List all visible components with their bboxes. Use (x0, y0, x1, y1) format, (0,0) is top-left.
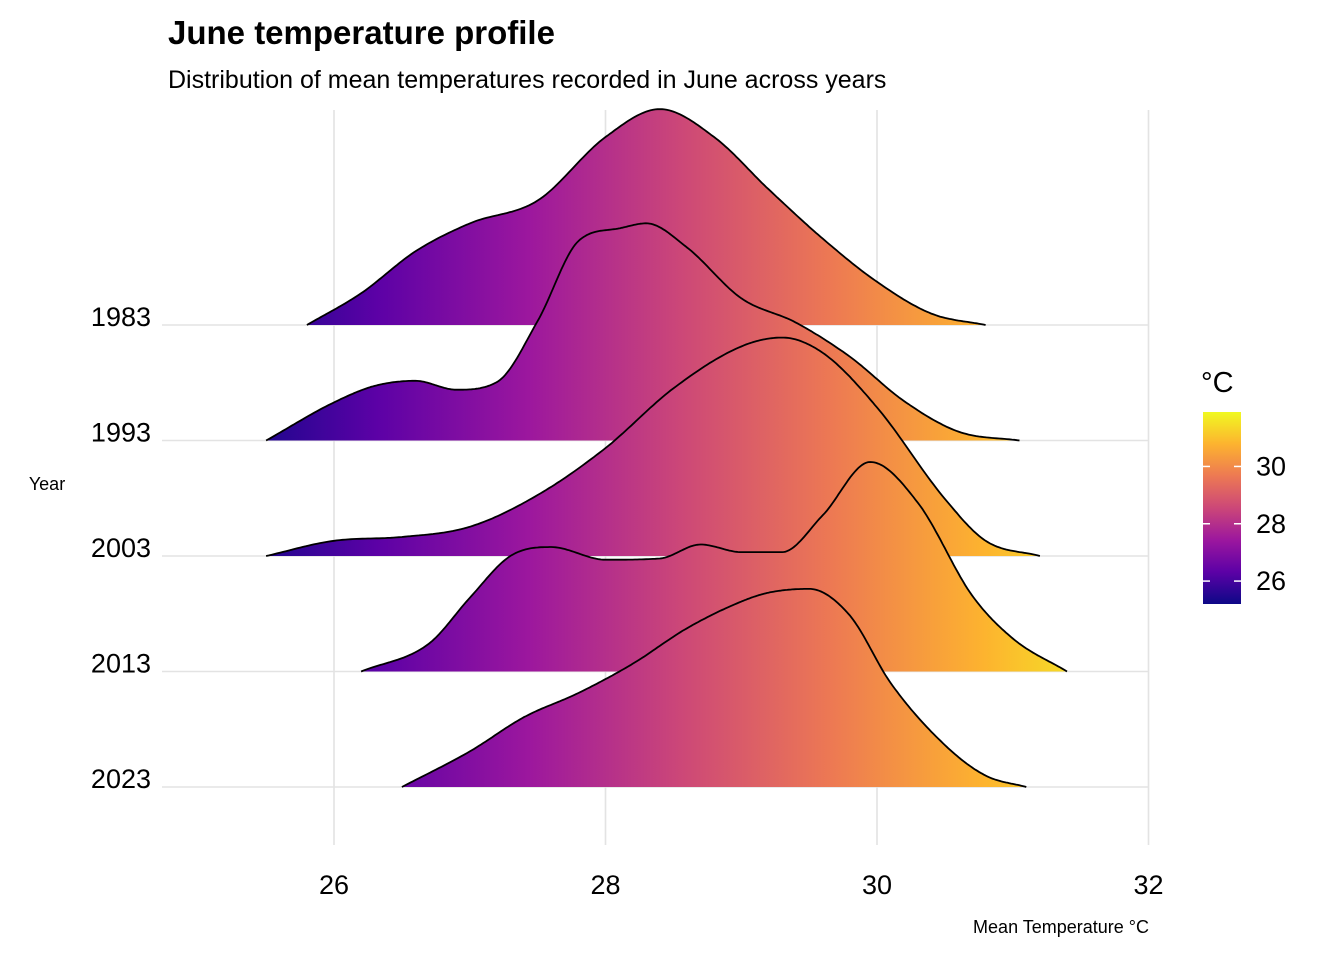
y-tick-label: 1983 (91, 302, 151, 332)
ridge-area-1993 (266, 223, 1020, 441)
ridge-2013 (360, 461, 1068, 673)
ridge-area-2023 (401, 588, 1027, 787)
x-tick-label: 30 (862, 870, 892, 900)
y-tick-label: 2003 (91, 533, 151, 563)
ridge-layer (265, 108, 1068, 788)
ridge-area-2013 (361, 462, 1068, 672)
ridge-area-1983 (306, 109, 986, 325)
x-axis-title: Mean Temperature °C (973, 917, 1149, 937)
y-tick-label: 2023 (91, 764, 151, 794)
ridge-outline-1983 (306, 108, 986, 326)
ridge-outline-2023 (401, 588, 1027, 788)
y-tick-label: 1993 (91, 418, 151, 448)
color-legend: °C 26 28 30 (1201, 367, 1286, 604)
ridge-outline-2013 (360, 461, 1068, 673)
legend-tick-label: 28 (1256, 509, 1286, 539)
chart-subtitle: Distribution of mean temperatures record… (168, 66, 887, 94)
legend-colorbar (1203, 412, 1241, 604)
ridge-2023 (401, 588, 1027, 788)
y-axis-title: Year (29, 474, 65, 494)
legend-tick-label: 26 (1256, 566, 1286, 596)
x-tick-label: 28 (590, 870, 620, 900)
legend-tick-label: 30 (1256, 451, 1286, 481)
x-tick-label: 32 (1133, 870, 1163, 900)
axis-layer: 26 28 30 32 1983 1993 2003 2013 2023 (91, 302, 1164, 900)
ridge-outline-2003 (265, 336, 1041, 557)
ridge-outline-1993 (265, 222, 1020, 442)
ridge-1993 (265, 222, 1020, 442)
y-tick-label: 2013 (91, 649, 151, 679)
ridge-1983 (306, 108, 986, 326)
x-tick-label: 26 (319, 870, 349, 900)
legend-title: °C (1201, 367, 1234, 399)
chart-title: June temperature profile (168, 14, 555, 51)
